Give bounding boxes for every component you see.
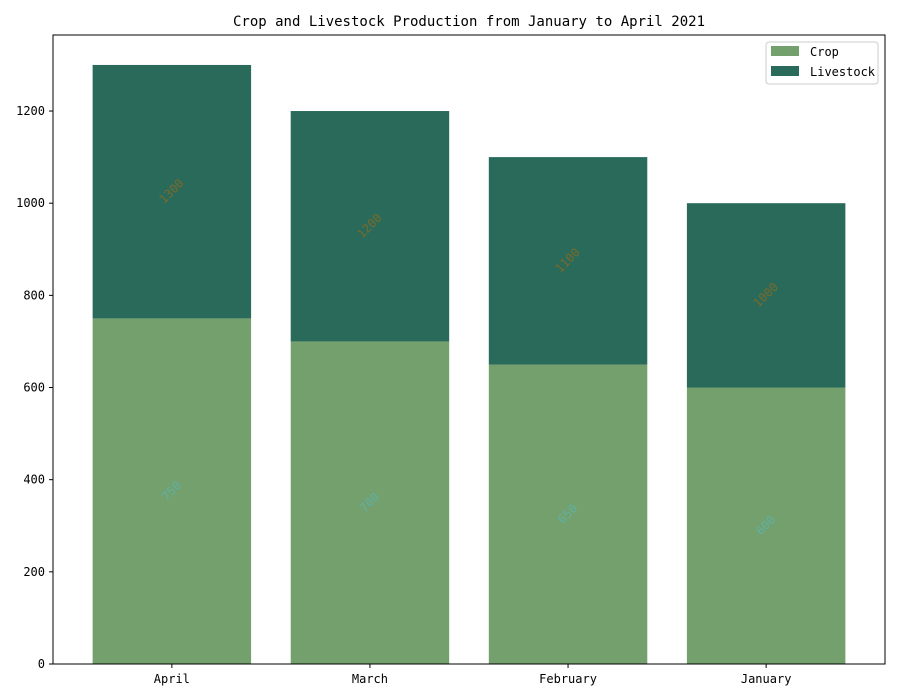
y-tick-label-400: 400 [23, 473, 45, 487]
bar-crop-january [686, 387, 846, 664]
y-axis: 0 200 400 600 800 1000 1200 [16, 104, 53, 671]
chart-title: Crop and Livestock Production from Janua… [233, 14, 705, 30]
x-axis: April March February January [154, 664, 792, 686]
y-tick-label-800: 800 [23, 288, 45, 302]
y-tick-label-200: 200 [23, 565, 45, 579]
x-tick-label-february: February [539, 672, 597, 686]
legend: Crop Livestock [765, 41, 879, 85]
x-tick-label-march: March [352, 672, 388, 686]
legend-label-crop: Crop [810, 45, 839, 59]
bar-crop-april [92, 318, 252, 664]
legend-swatch-crop [771, 46, 799, 56]
legend-label-livestock: Livestock [810, 65, 876, 79]
plot-frame [52, 34, 886, 665]
bar-livestock-april [92, 64, 252, 319]
y-tick-label-0: 0 [38, 657, 45, 671]
y-tick-label-1000: 1000 [16, 196, 45, 210]
y-tick-label-600: 600 [23, 381, 45, 395]
x-tick-label-january: January [741, 672, 792, 686]
bar-livestock-march [290, 111, 450, 342]
x-tick-label-april: April [154, 672, 190, 686]
y-tick-label-1200: 1200 [16, 104, 45, 118]
bar-livestock-february [488, 157, 648, 365]
bar-livestock-january [686, 203, 846, 388]
bars-layer [92, 64, 846, 664]
legend-swatch-livestock [771, 66, 799, 76]
bar-crop-february [488, 364, 648, 664]
bar-crop-march [290, 341, 450, 664]
